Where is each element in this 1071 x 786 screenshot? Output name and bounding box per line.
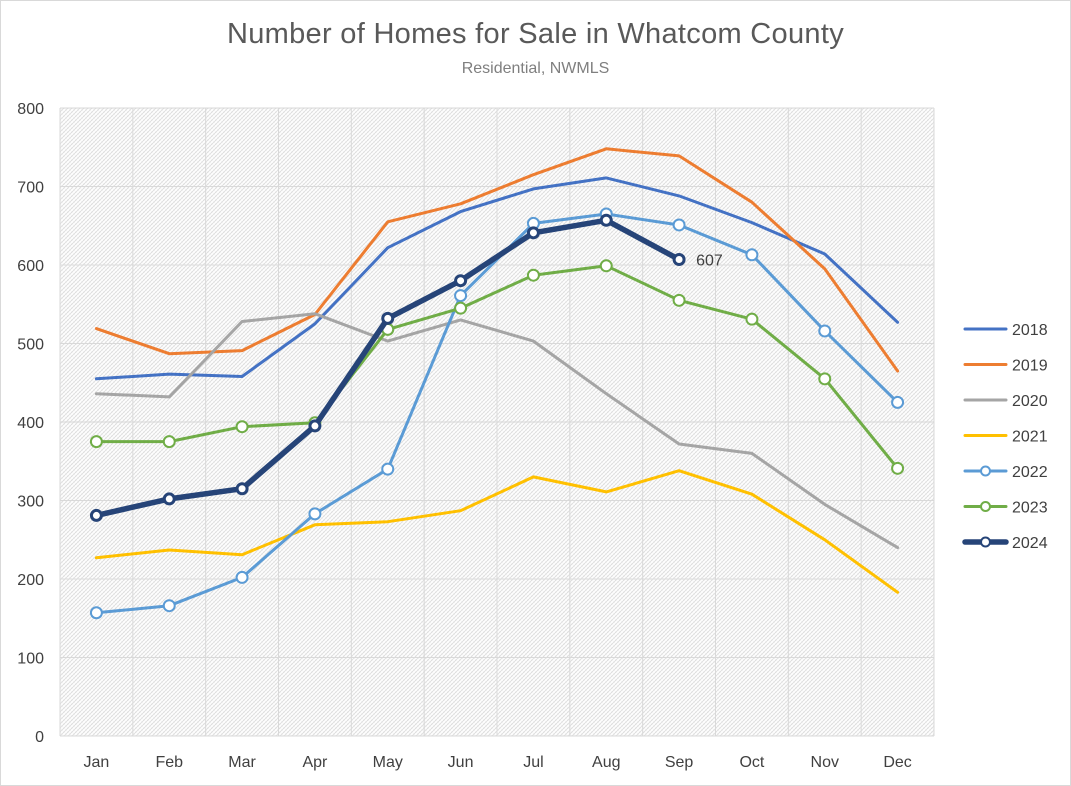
x-tick-label: Apr [302,754,328,771]
x-tick-label: Aug [592,754,620,771]
data-point-2022 [162,599,176,613]
series-group [89,147,905,620]
data-point-2023 [818,372,832,386]
data-point-2024 [235,482,249,496]
y-tick-label: 0 [35,729,44,746]
data-point-2024 [526,226,540,240]
data-point-2022 [89,606,103,620]
y-tick-label: 600 [17,258,44,275]
gridlines [59,107,935,737]
data-point-2022 [672,218,686,232]
x-tick-label: Jan [84,754,110,771]
legend-label-2018: 2018 [1012,322,1048,339]
y-tick-label: 400 [17,415,44,432]
x-axis-ticks: Jan Feb Mar Apr May Jun Jul Aug Sep Oct Nov Dec [84,754,912,771]
x-tick-label: Jul [523,754,543,771]
data-point-2022 [891,395,905,409]
data-point-2023 [89,435,103,449]
data-label-2024: 607 [696,253,723,270]
series-line-2020 [94,312,900,550]
data-point-2023 [891,461,905,475]
y-tick-label: 200 [17,572,44,589]
chart-subtitle: Residential, NWMLS [461,60,610,77]
data-point-2024 [381,311,395,325]
data-point-2022 [235,570,249,584]
data-point-2022 [818,324,832,338]
data-point-2022 [381,462,395,476]
x-tick-label: Feb [155,754,183,771]
x-tick-label: Oct [739,754,764,771]
chart-title: Number of Homes for Sale in Whatcom Coun… [227,18,844,50]
x-tick-label: May [373,754,403,771]
x-tick-label: Dec [883,754,911,771]
legend-marker-2024 [980,536,991,548]
legend: 2018 2019 2020 2021 2022 2023 2024 [962,322,1048,552]
data-point-2022 [454,289,468,303]
data-point-2022 [745,248,759,262]
series-line-2019 [94,147,900,373]
data-point-2024 [162,492,176,506]
data-point-2023 [235,420,249,434]
data-point-2023 [599,259,613,273]
data-point-2023 [454,301,468,315]
x-tick-label: Nov [811,754,839,771]
y-tick-label: 300 [17,494,44,511]
legend-label-2022: 2022 [1012,464,1048,481]
data-point-2023 [526,268,540,282]
data-point-2024 [454,274,468,288]
y-tick-label: 500 [17,337,44,354]
legend-marker-2022 [980,465,991,477]
series-line-2023 [94,264,900,470]
legend-label-2020: 2020 [1012,393,1048,410]
x-tick-label: Sep [665,754,694,771]
data-point-2023 [162,435,176,449]
legend-label-2024: 2024 [1012,535,1048,552]
data-point-2023 [745,312,759,326]
data-point-2023 [672,293,686,307]
y-tick-label: 700 [17,180,44,197]
series-line-2018 [94,176,900,381]
data-labels: 607 [696,253,723,270]
data-point-2024 [89,508,103,522]
legend-label-2023: 2023 [1012,500,1048,517]
legend-label-2019: 2019 [1012,358,1048,375]
legend-label-2021: 2021 [1012,429,1048,446]
data-point-2024 [672,253,686,267]
x-tick-label: Jun [448,754,474,771]
y-tick-label: 800 [17,101,44,118]
data-point-2024 [308,419,322,433]
x-tick-label: Mar [228,754,256,771]
y-axis-ticks: 0 100 200 300 400 500 600 700 800 [17,101,44,746]
y-tick-label: 100 [17,651,44,668]
legend-marker-2023 [980,501,991,512]
data-point-2022 [308,507,322,521]
data-point-2024 [599,213,613,227]
series-line-2021 [94,469,900,594]
